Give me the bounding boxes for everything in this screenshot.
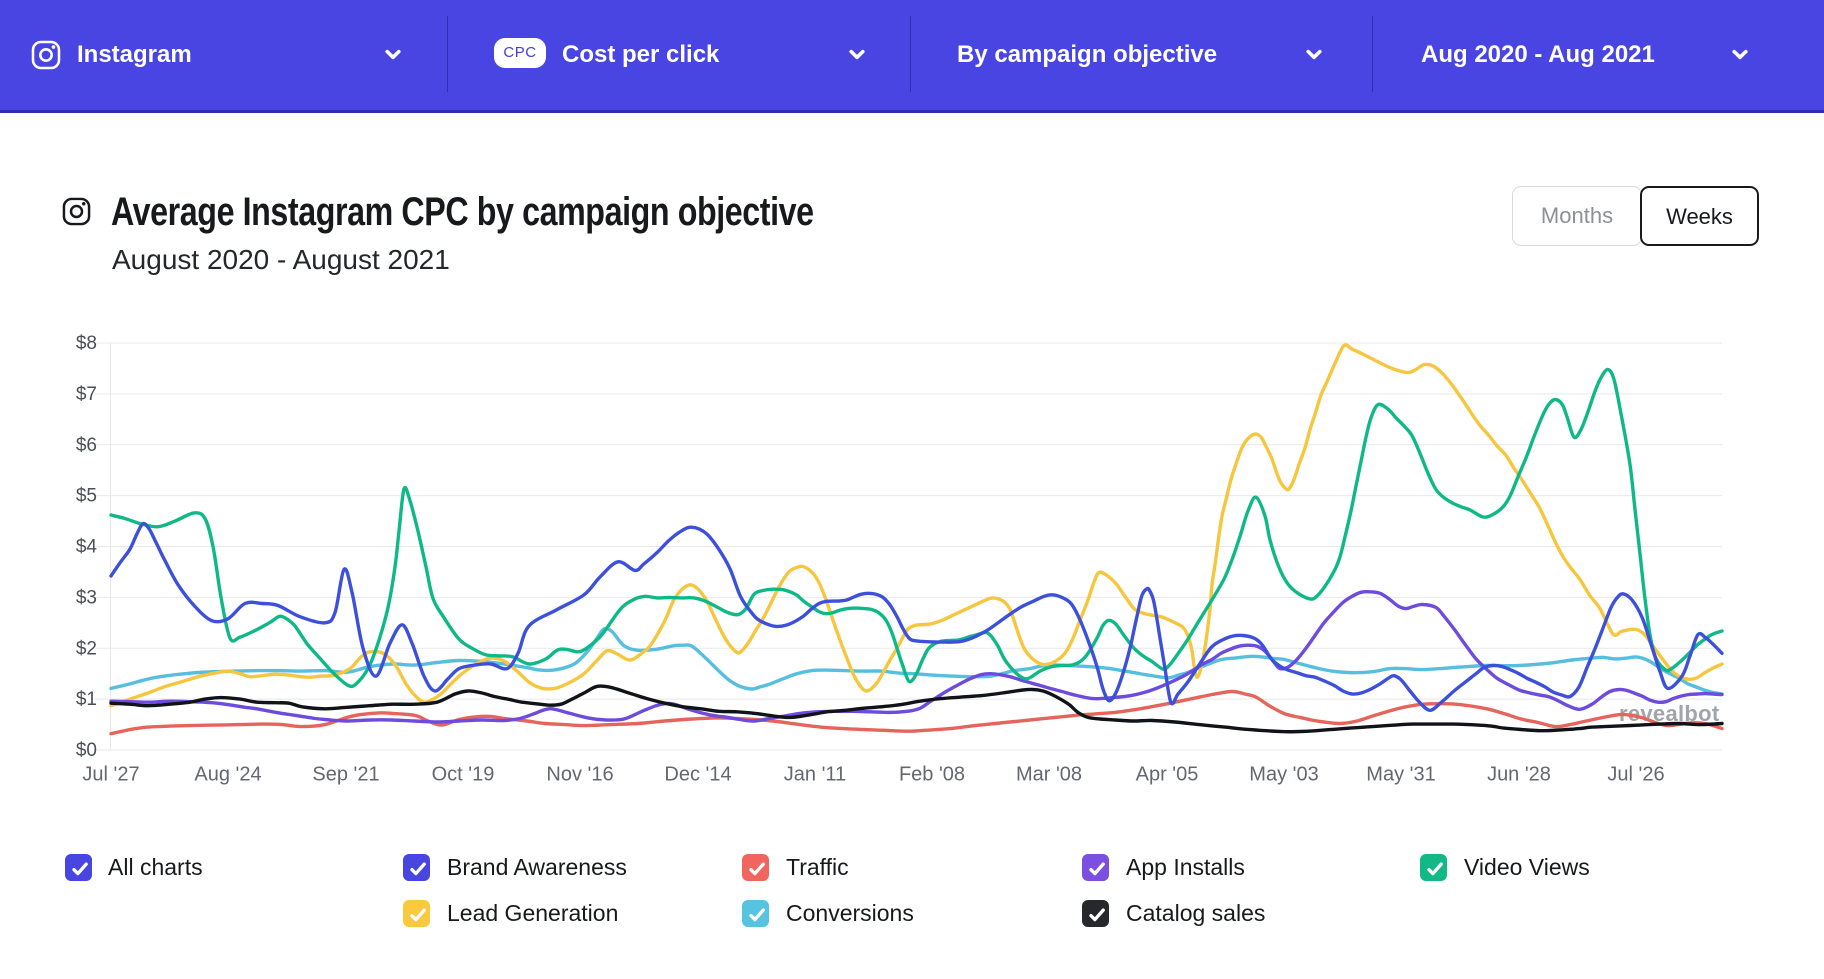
- svg-text:Sep '21: Sep '21: [312, 764, 379, 786]
- svg-text:Jun '28: Jun '28: [1487, 764, 1551, 786]
- svg-text:$7: $7: [76, 384, 97, 405]
- svg-text:Apr '05: Apr '05: [1136, 764, 1199, 786]
- svg-text:Mar '08: Mar '08: [1016, 764, 1082, 786]
- svg-text:Oct '19: Oct '19: [432, 764, 495, 786]
- svg-text:$2: $2: [76, 638, 97, 659]
- svg-text:May '31: May '31: [1366, 764, 1435, 786]
- svg-text:$0: $0: [76, 740, 97, 761]
- svg-text:May '03: May '03: [1249, 764, 1318, 786]
- svg-text:$6: $6: [76, 435, 97, 456]
- svg-text:$8: $8: [76, 333, 97, 354]
- svg-text:Jul '27: Jul '27: [82, 764, 139, 786]
- svg-text:Aug '24: Aug '24: [194, 764, 261, 786]
- svg-text:$5: $5: [76, 486, 97, 507]
- svg-text:$1: $1: [76, 689, 97, 710]
- svg-text:Dec '14: Dec '14: [664, 764, 731, 786]
- svg-text:Jul '26: Jul '26: [1607, 764, 1664, 786]
- svg-text:$4: $4: [76, 537, 98, 558]
- svg-text:Nov '16: Nov '16: [546, 764, 613, 786]
- svg-text:$3: $3: [76, 587, 97, 608]
- svg-text:Jan '11: Jan '11: [784, 764, 846, 786]
- svg-text:Feb '08: Feb '08: [899, 764, 965, 786]
